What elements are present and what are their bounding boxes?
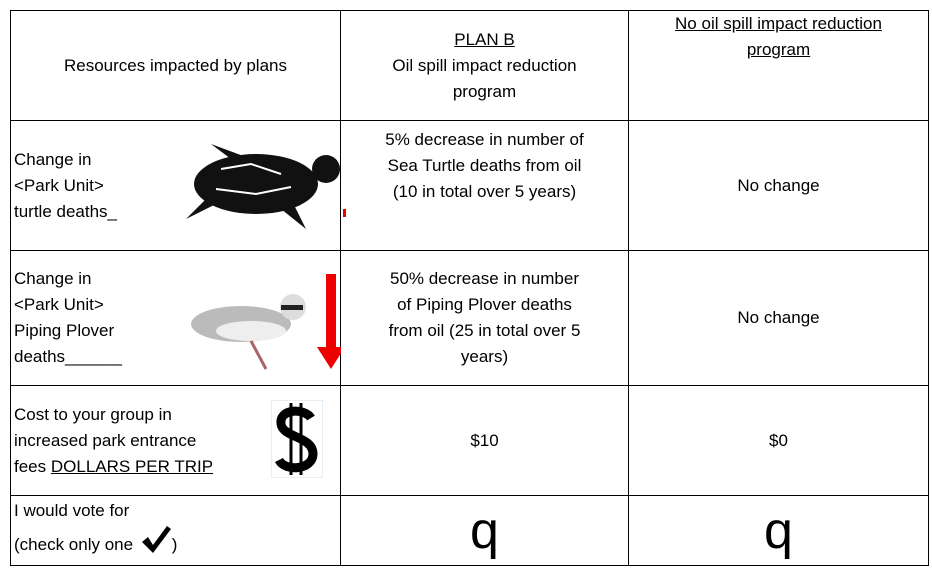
cell-text: <Park Unit>: [14, 295, 104, 314]
header-text: program: [746, 40, 811, 59]
cell-text: $0: [769, 430, 788, 450]
header-text: No oil spill impact reduction: [675, 14, 882, 33]
cell-text: fees: [14, 456, 51, 476]
cell-text: increased park entrance: [14, 430, 197, 450]
cell-text: Sea Turtle deaths from oil: [387, 156, 582, 175]
cell-text: Piping Plover: [14, 321, 115, 340]
row: Cost to your group in increased park ent…: [10, 385, 929, 496]
cell-text: $10: [470, 430, 499, 450]
header-row: Resources impacted by plans PLAN B Oil s…: [10, 10, 929, 121]
resource-cell: I would vote for (check only one ): [10, 495, 341, 566]
header-cell: No oil spill impact reduction program: [628, 10, 929, 121]
checkbox-glyph[interactable]: q: [764, 501, 793, 560]
cell-text: 50% decrease in number: [389, 269, 579, 288]
no-program-cell: $0: [628, 385, 929, 496]
no-program-cell: No change: [628, 120, 929, 251]
cell-text: fees DOLLARS PER TRIP: [14, 454, 337, 480]
cell-text: turtle deaths_: [14, 201, 118, 221]
check-icon: [141, 526, 171, 553]
checkbox-glyph[interactable]: q: [470, 501, 499, 560]
row: Change in <Park Unit> Piping Plover deat…: [10, 250, 929, 386]
cell-text: years): [460, 347, 509, 366]
cell-text: (check only one ): [14, 524, 337, 563]
cell-text: DOLLARS PER TRIP: [50, 456, 214, 476]
cell-text: Change in: [14, 149, 92, 169]
cell-text: 5% decrease in number of: [385, 130, 584, 149]
turtle-icon: [186, 144, 346, 229]
cell-text: deaths______: [14, 347, 122, 366]
header-text: PLAN B: [454, 29, 515, 49]
cell-text: (check only one: [14, 535, 138, 554]
no-program-cell: No change: [628, 250, 929, 386]
header-cell: Resources impacted by plans: [10, 10, 341, 121]
resource-cell: Change in <Park Unit> turtle deaths_: [10, 120, 346, 251]
resource-cell: Change in <Park Unit> Piping Plover deat…: [10, 250, 341, 386]
row: Change in <Park Unit> turtle deaths_ 5% …: [10, 120, 929, 251]
resource-cell: Cost to your group in increased park ent…: [10, 385, 341, 496]
cell-text: I would vote for: [14, 501, 130, 520]
checkbox-cell[interactable]: q: [340, 495, 629, 566]
header-cell: PLAN B Oil spill impact reduction progra…: [340, 10, 629, 121]
cell-text: Change in: [14, 269, 92, 288]
comparison-table: Resources impacted by plans PLAN B Oil s…: [10, 10, 929, 566]
cell-text: No change: [737, 175, 820, 195]
checkbox-cell[interactable]: q: [628, 495, 929, 566]
header-text: Resources impacted by plans: [63, 55, 287, 75]
row: I would vote for (check only one ) q q: [10, 495, 929, 566]
plan-cell: $10: [340, 385, 629, 496]
cell-text: ): [171, 535, 178, 554]
cell-text: <Park Unit>: [14, 175, 104, 195]
header-text: Oil spill impact reduction: [392, 55, 577, 75]
header-text: program: [452, 81, 517, 101]
cell-text: of Piping Plover deaths: [397, 295, 572, 314]
cell-text: Cost to your group in: [14, 404, 172, 424]
plan-cell: 50% decrease in number of Piping Plover …: [340, 250, 629, 386]
cell-text: No change: [737, 308, 820, 327]
cell-text: (10 in total over 5 years): [392, 182, 577, 201]
dollar-icon: [271, 400, 323, 478]
plover-icon: [191, 274, 341, 370]
cell-text: from oil (25 in total over 5: [388, 321, 581, 340]
plan-cell: 5% decrease in number of Sea Turtle deat…: [340, 120, 629, 251]
